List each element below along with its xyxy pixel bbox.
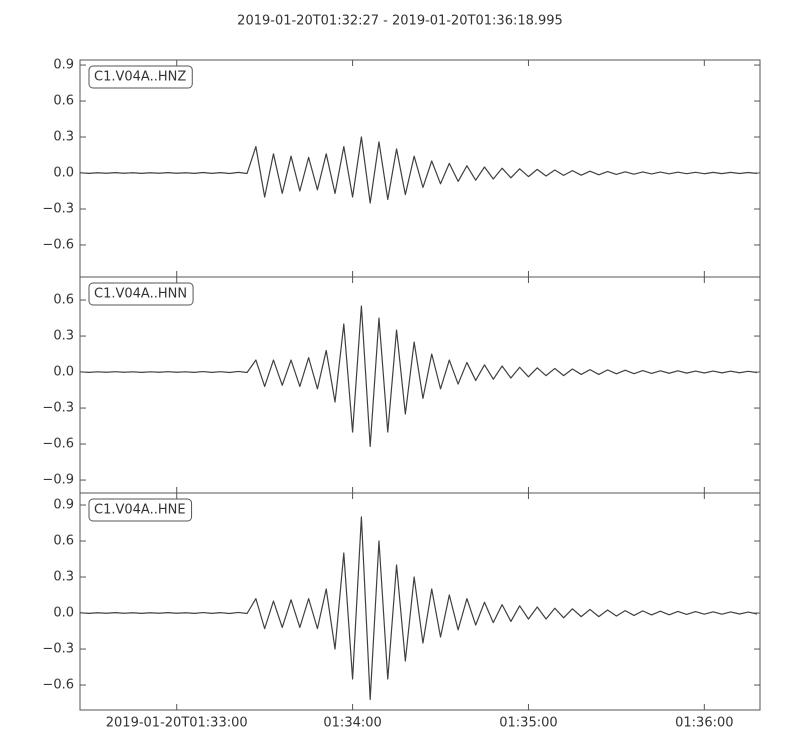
y-tick-label: 0.3: [53, 130, 74, 145]
y-tick-label: 0.3: [53, 570, 74, 585]
y-tick-label: 0.9: [53, 58, 74, 73]
axes-frame: [79, 59, 761, 278]
x-tick-label: 01:36:00: [675, 716, 733, 731]
y-tick-label: 0.6: [53, 94, 74, 109]
y-tick-label: 0.0: [53, 165, 74, 180]
waveform: [80, 136, 758, 204]
y-tick-label: 0.0: [53, 365, 74, 380]
y-tick-label: −0.3: [42, 201, 74, 216]
y-tick-label: 0.6: [53, 534, 74, 549]
x-tick-label: 01:34:00: [323, 716, 381, 731]
waveform: [80, 516, 758, 701]
y-tick-label: 0.9: [53, 498, 74, 513]
y-tick-label: −0.6: [42, 437, 74, 452]
x-tick-label: 2019-01-20T01:33:00: [106, 716, 248, 731]
y-tick-label: −0.3: [42, 642, 74, 657]
trace-label-box: [88, 282, 194, 306]
chart-title: 2019-01-20T01:32:27 - 2019-01-20T01:36:1…: [237, 14, 563, 29]
trace-label-box: [88, 498, 193, 522]
y-tick-label: −0.6: [42, 678, 74, 693]
waveform: [80, 305, 758, 448]
trace-label: C1.V04A..HNE: [94, 503, 186, 518]
trace-label: C1.V04A..HNN: [94, 287, 187, 302]
y-tick-label: 0.3: [53, 329, 74, 344]
trace-label: C1.V04A..HNZ: [94, 70, 186, 85]
y-tick-label: −0.9: [42, 473, 74, 488]
x-tick-label: 01:35:00: [499, 716, 557, 731]
trace-label-box: [88, 65, 193, 89]
axes-frame: [79, 276, 761, 494]
y-tick-label: 0.6: [53, 293, 74, 308]
y-tick-label: −0.3: [42, 401, 74, 416]
y-tick-label: 0.0: [53, 606, 74, 621]
y-tick-label: −0.6: [42, 237, 74, 252]
axes-frame: [79, 492, 761, 711]
